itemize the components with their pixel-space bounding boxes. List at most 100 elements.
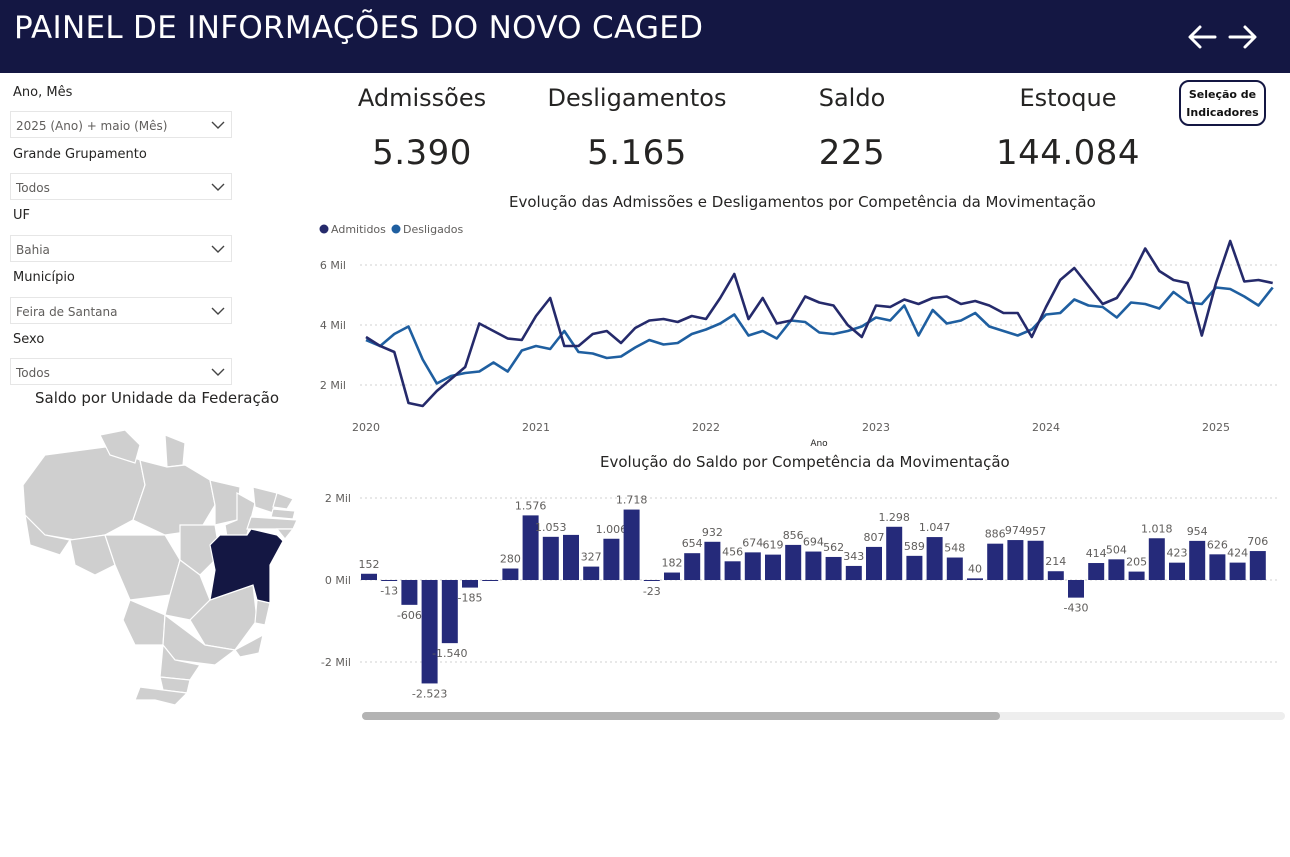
bar	[704, 541, 721, 580]
state-rj	[234, 633, 264, 658]
x-tick-label: 2025	[1202, 421, 1230, 434]
data-label: 182	[662, 557, 683, 570]
x-tick-label: 2024	[1032, 421, 1060, 434]
data-label: 504	[1106, 543, 1127, 556]
sexo-dropdown[interactable]: Todos	[10, 358, 232, 385]
filter-label-ano-mes: Ano, Mês	[13, 85, 73, 100]
bar	[1108, 559, 1125, 580]
bar	[825, 556, 842, 580]
y-tick-label: 2 Mil	[320, 379, 346, 392]
dropdown-value: Feira de Santana	[16, 305, 118, 319]
data-label: 954	[1187, 525, 1208, 538]
bar	[866, 546, 882, 580]
grande-grupamento-dropdown[interactable]: Todos	[10, 173, 232, 200]
bar	[724, 561, 741, 580]
bar	[441, 580, 458, 644]
data-label: 932	[702, 526, 723, 539]
bar-chart: 2 Mil 0 Mil -2 Mil 152 -13 -606 -2.523 -1.540 -1…	[321, 492, 1280, 700]
data-label: 1.576	[515, 499, 547, 512]
dropdown-value: Bahia	[16, 243, 50, 257]
municipio-dropdown[interactable]: Feira de Santana	[10, 297, 232, 324]
forward-arrow-icon[interactable]	[1226, 20, 1260, 54]
line-chart-title: Evolução das Admissões e Desligamentos p…	[509, 193, 1096, 211]
dropdown-value: Todos	[16, 366, 50, 380]
state-rs	[134, 686, 189, 706]
bar	[785, 544, 802, 580]
data-label: 456	[722, 545, 743, 558]
chevron-down-icon	[211, 307, 225, 315]
data-label: 654	[682, 537, 703, 550]
bar	[1229, 562, 1246, 580]
brazil-map[interactable]	[15, 425, 300, 710]
data-label: 205	[1126, 556, 1147, 569]
selecao-indicadores-button[interactable]: Seleção de Indicadores	[1179, 80, 1266, 126]
bar	[1209, 554, 1226, 580]
state-mt	[104, 534, 181, 601]
back-arrow-icon[interactable]	[1185, 20, 1219, 54]
state-ms	[122, 599, 166, 646]
kpi-desligamentos-label: Desligamentos	[547, 84, 727, 112]
page-title: PAINEL DE INFORMAÇÕES DO NOVO CAGED	[14, 10, 704, 46]
bar	[1189, 540, 1206, 580]
bar	[946, 557, 963, 580]
kpi-saldo-value: 225	[818, 133, 886, 173]
map-title: Saldo por Unidade da Federação	[35, 389, 280, 407]
bar	[886, 526, 903, 580]
bar	[684, 553, 701, 580]
bar	[522, 515, 539, 580]
data-label: 424	[1227, 547, 1248, 560]
data-label: 1.047	[919, 521, 951, 534]
bar	[1148, 538, 1165, 580]
data-label: 694	[803, 536, 824, 549]
data-label: -1.540	[432, 647, 467, 660]
data-label: 1.006	[596, 523, 628, 536]
bar	[361, 573, 377, 580]
ano-mes-dropdown[interactable]: 2025 (Ano) + maio (Mês)	[10, 111, 232, 138]
bar	[906, 555, 923, 580]
x-axis-title: Ano	[810, 439, 828, 449]
data-label: 214	[1045, 555, 1066, 568]
uf-dropdown[interactable]: Bahia	[10, 235, 232, 262]
data-label: 957	[1025, 525, 1046, 538]
bar	[1007, 540, 1024, 580]
bar	[1128, 571, 1145, 580]
kpi-estoque-value: 144.084	[995, 133, 1141, 173]
data-label: 974	[1005, 524, 1026, 537]
y-tick-label: 6 Mil	[320, 259, 346, 272]
state-ba-highlighted	[209, 528, 284, 604]
data-label: 807	[864, 531, 885, 544]
y-tick-label: 4 Mil	[320, 319, 346, 332]
data-label: 706	[1247, 535, 1268, 548]
y-tick-label: -2 Mil	[321, 656, 351, 669]
state-ma	[209, 479, 241, 526]
x-tick-label: 2023	[862, 421, 890, 434]
dropdown-value: 2025 (Ano) + maio (Mês)	[16, 119, 168, 133]
data-label: 548	[944, 542, 965, 555]
bar	[643, 580, 660, 581]
bar	[1047, 571, 1064, 580]
bar	[603, 538, 620, 580]
data-label: 562	[823, 541, 844, 554]
data-label: 589	[904, 540, 925, 553]
bar	[1169, 562, 1185, 580]
bar	[421, 580, 438, 684]
data-label: -185	[458, 592, 483, 605]
legend-label-desligados: Desligados	[403, 223, 464, 236]
bar	[664, 572, 680, 580]
data-label: 343	[843, 550, 864, 563]
chevron-down-icon	[211, 121, 225, 129]
bar	[401, 580, 418, 605]
kpi-saldo-label: Saldo	[818, 84, 886, 112]
data-label: -13	[380, 585, 398, 598]
x-tick-label: 2021	[522, 421, 550, 434]
data-label: 619	[763, 539, 784, 552]
kpi-admissoes-value: 5.390	[372, 133, 472, 173]
filter-label-grande-grupamento: Grande Grupamento	[13, 147, 147, 162]
bar-chart-scrollbar-thumb[interactable]	[362, 712, 1000, 720]
data-label: 856	[783, 529, 804, 542]
bar	[1088, 563, 1105, 580]
data-label: 886	[985, 528, 1006, 541]
bar	[744, 552, 761, 580]
state-pa	[132, 459, 216, 536]
selecao-indicadores-line1: Seleção de	[1188, 88, 1257, 101]
